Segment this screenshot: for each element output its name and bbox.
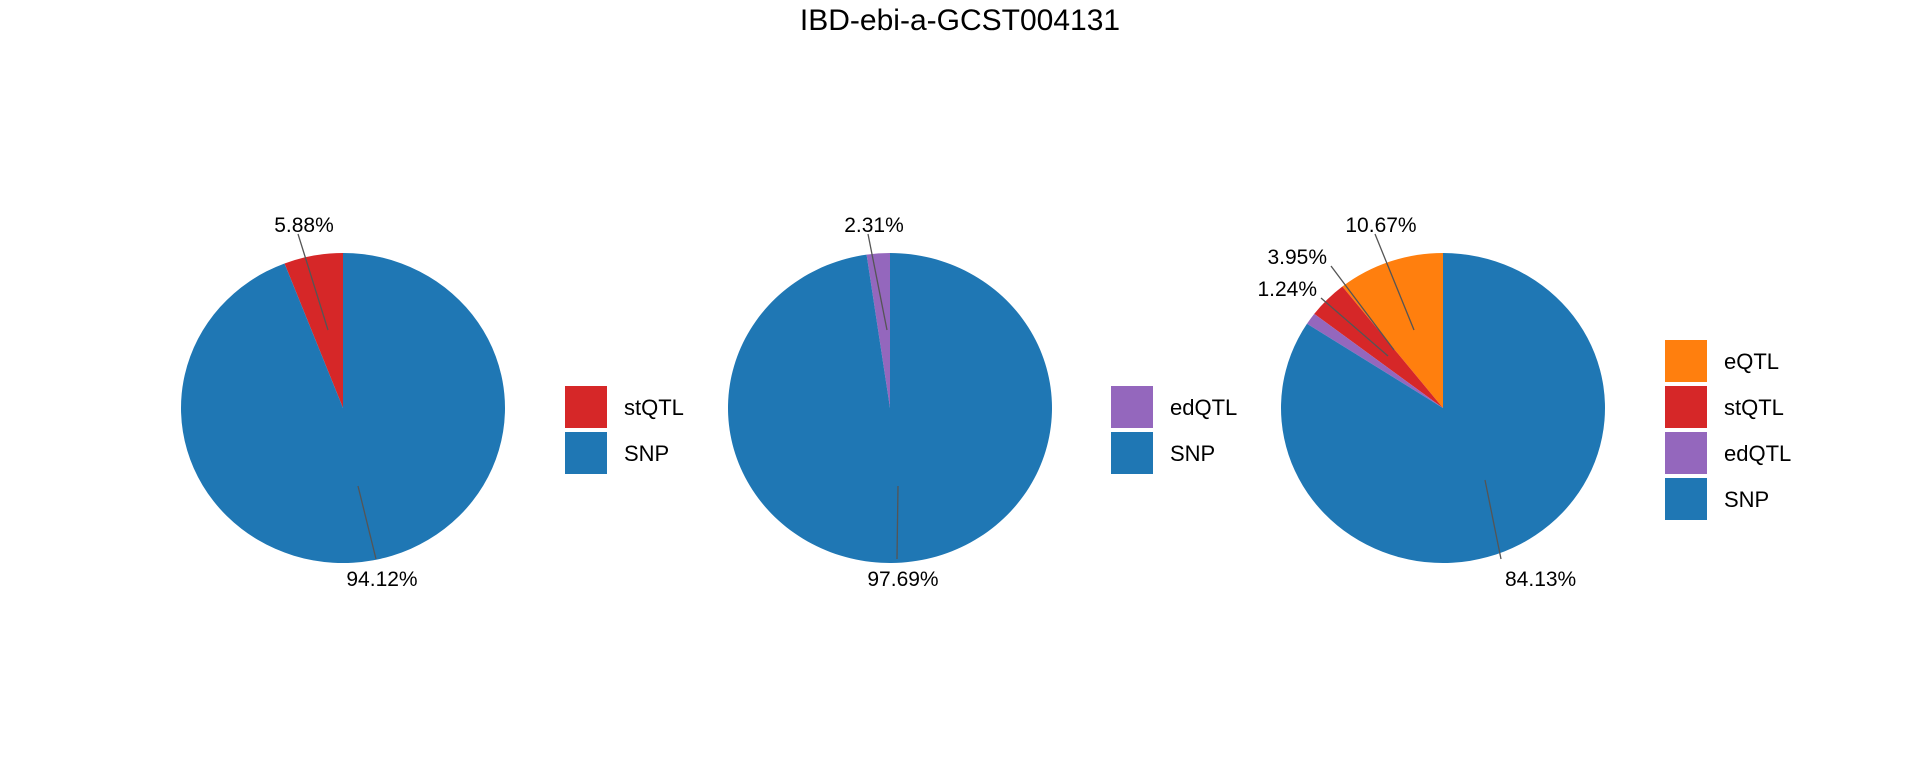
- pie-slice-stqtl: [284, 253, 343, 408]
- legend-label-edqtl: edQTL: [1724, 441, 1791, 466]
- pie-slice-eqtl: [1342, 253, 1443, 408]
- legend-swatch-stqtl: [565, 386, 607, 428]
- legend-swatch-eqtl: [1665, 340, 1707, 382]
- leader-line-stqtl: [297, 233, 329, 331]
- pie-chart-2: 2.31% 97.69% edQTL SNP: [728, 214, 1237, 591]
- legend-label-snp: SNP: [1170, 441, 1215, 466]
- legend-swatch-edqtl: [1111, 386, 1153, 428]
- legend-swatch-stqtl: [1665, 386, 1707, 428]
- leader-line-edqtl: [1320, 297, 1389, 357]
- legend-label-snp: SNP: [624, 441, 669, 466]
- pie-slice-snp: [1281, 253, 1606, 563]
- leader-line-snp: [357, 485, 377, 560]
- legend-swatch-snp: [1665, 478, 1707, 520]
- legend-swatch-snp: [1111, 432, 1153, 474]
- pie-slice-snp: [180, 253, 506, 563]
- legend-label-eqtl: eQTL: [1724, 349, 1779, 374]
- pie-slice-edqtl: [1306, 313, 1443, 408]
- pie-slice-snp: [728, 253, 1052, 563]
- legend-swatch-snp: [565, 432, 607, 474]
- pie-slice-edqtl: [866, 253, 890, 408]
- leader-line-edqtl: [867, 233, 888, 331]
- slice-label-edqtl: 2.31%: [844, 214, 904, 237]
- leader-line-snp: [1484, 479, 1502, 560]
- slice-label-stqtl: 3.95%: [1267, 246, 1327, 269]
- pie-chart-1: 5.88% 94.12% stQTL SNP: [180, 214, 684, 591]
- slice-label-stqtl: 5.88%: [274, 214, 334, 237]
- legend-label-stqtl: stQTL: [624, 395, 684, 420]
- slice-label-eqtl: 10.67%: [1345, 214, 1416, 237]
- slice-label-snp: 94.12%: [346, 568, 417, 591]
- leader-line-snp: [896, 485, 899, 560]
- leader-line-stqtl: [1330, 265, 1395, 351]
- leader-line-eqtl: [1374, 233, 1415, 331]
- legend-label-edqtl: edQTL: [1170, 395, 1237, 420]
- slice-label-snp: 97.69%: [867, 568, 938, 591]
- slice-label-edqtl: 1.24%: [1257, 278, 1317, 301]
- pie-chart-3: 10.67% 3.95% 1.24% 84.13% eQTL stQTL edQTL SNP: [1257, 214, 1791, 591]
- slice-label-snp: 84.13%: [1505, 568, 1576, 591]
- chart-title: IBD-ebi-a-GCST004131: [799, 4, 1121, 37]
- legend-label-stqtl: stQTL: [1724, 395, 1784, 420]
- legend-label-snp: SNP: [1724, 487, 1769, 512]
- legend-swatch-edqtl: [1665, 432, 1707, 474]
